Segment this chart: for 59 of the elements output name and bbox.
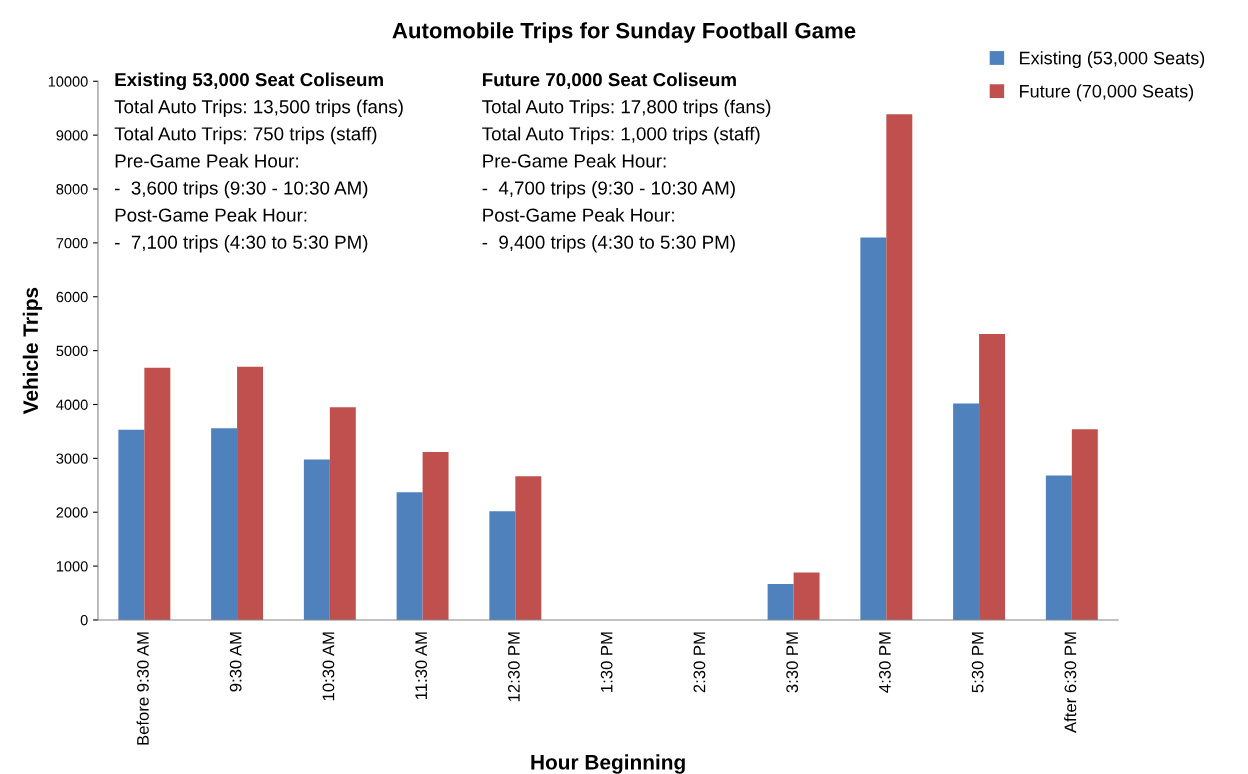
x-tick-label: After 6:30 PM (1064, 632, 1077, 733)
bar (144, 367, 171, 620)
bar (422, 451, 449, 620)
annotation: - 3,600 trips (9:30 - 10:30 AM) (115, 180, 368, 199)
x-tick-label: 3:30 PM (786, 632, 799, 693)
bar (396, 492, 423, 620)
annotation: Future 70,000 Seat Coliseum (482, 72, 736, 90)
annotation: Post-Game Peak Hour: (115, 207, 307, 222)
bar (1071, 429, 1098, 620)
annotation: Pre-Game Peak Hour: (483, 153, 666, 168)
chart-title: Automobile Trips for Sunday Football Game (392, 22, 856, 43)
bar (118, 429, 145, 620)
x-tick-label: Before 9:30 AM (136, 632, 149, 745)
annotation: - 7,100 trips (4:30 to 5:30 PM) (115, 235, 368, 253)
bar (886, 114, 913, 620)
y-tick-label: 1000 (56, 561, 88, 572)
x-tick-label: 2:30 PM (693, 632, 706, 693)
annotation: Post-Game Peak Hour: (483, 207, 674, 222)
y-tick-label: 2000 (56, 507, 88, 518)
y-tick-label: 10000 (48, 76, 88, 87)
bar (303, 459, 330, 620)
bar (860, 237, 887, 620)
y-tick-label: 5000 (56, 345, 88, 357)
bar (211, 428, 238, 620)
annotation: Total Auto Trips: 1,000 trips (staff) (482, 126, 760, 145)
x-tick-label: 12:30 PM (508, 632, 520, 702)
annotation: - 9,400 trips (4:30 to 5:30 PM) (482, 235, 735, 253)
legend-label: Future (70,000 Seats) (1020, 84, 1194, 102)
y-tick-label: 6000 (56, 291, 88, 303)
x-axis-title: Hour Beginning (531, 754, 685, 774)
annotation: Total Auto Trips: 17,800 trips (fans) (482, 99, 771, 118)
x-tick-label: 10:30 AM (322, 632, 335, 701)
x-tick-label: 4:30 PM (879, 632, 891, 693)
annotation: - 4,700 trips (9:30 - 10:30 AM) (482, 180, 735, 199)
x-tick-label: 11:30 AM (415, 632, 428, 699)
bar (489, 511, 516, 620)
y-tick-label: 9000 (56, 130, 88, 141)
y-tick-label: 4000 (56, 399, 88, 410)
bar (515, 476, 542, 620)
x-tick-label: 1:30 PM (600, 632, 613, 692)
y-tick-label: 7000 (56, 237, 88, 249)
bar (979, 333, 1006, 620)
annotation: Pre-Game Peak Hour: (115, 153, 298, 168)
bar (1045, 475, 1072, 620)
bar (767, 583, 794, 620)
annotation: Total Auto Trips: 13,500 trips (fans) (114, 99, 403, 118)
y-axis-title: Vehicle Trips (22, 287, 43, 415)
y-tick-label: 8000 (56, 184, 88, 195)
x-tick-label: 9:30 AM (229, 632, 242, 692)
y-tick-label: 3000 (56, 453, 88, 464)
bar (793, 572, 820, 620)
legend-label: Existing (53,000 Seats) (1020, 51, 1205, 69)
bar (953, 403, 980, 620)
bar (329, 407, 356, 620)
y-tick-label: 0 (80, 615, 88, 626)
annotation: Total Auto Trips: 750 trips (staff) (114, 126, 377, 145)
bar (237, 366, 264, 620)
x-tick-label: 5:30 PM (971, 632, 984, 693)
annotation: Existing 53,000 Seat Coliseum (115, 72, 383, 91)
